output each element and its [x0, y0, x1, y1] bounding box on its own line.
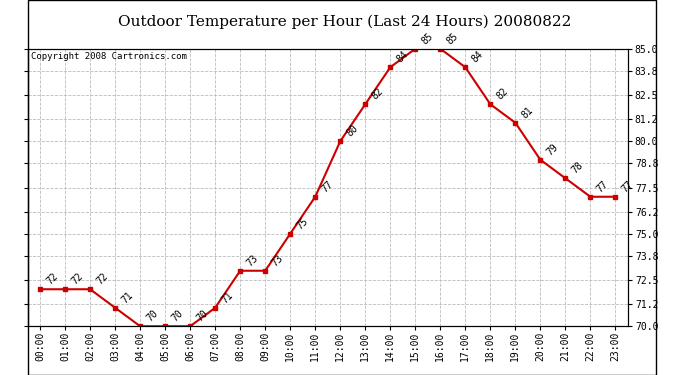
Text: 72: 72	[69, 271, 85, 286]
Text: 75: 75	[295, 216, 310, 231]
Text: 70: 70	[169, 308, 185, 324]
Text: 82: 82	[495, 86, 510, 102]
Text: 70: 70	[144, 308, 159, 324]
Text: 79: 79	[544, 142, 560, 157]
Text: 72: 72	[44, 271, 59, 286]
Text: 71: 71	[219, 290, 235, 305]
Text: 71: 71	[119, 290, 135, 305]
Text: 85: 85	[420, 31, 435, 46]
Text: 81: 81	[520, 105, 535, 120]
Text: 85: 85	[444, 31, 460, 46]
Text: 70: 70	[195, 308, 210, 324]
Text: 84: 84	[395, 49, 410, 64]
Text: 77: 77	[620, 178, 635, 194]
Text: 84: 84	[469, 49, 485, 64]
Text: 77: 77	[319, 178, 335, 194]
Text: 72: 72	[95, 271, 110, 286]
Text: 78: 78	[569, 160, 585, 176]
Text: 80: 80	[344, 123, 359, 138]
Text: 82: 82	[369, 86, 385, 102]
Text: 73: 73	[269, 253, 285, 268]
Text: Outdoor Temperature per Hour (Last 24 Hours) 20080822: Outdoor Temperature per Hour (Last 24 Ho…	[118, 15, 572, 29]
Text: Copyright 2008 Cartronics.com: Copyright 2008 Cartronics.com	[30, 51, 186, 60]
Text: 77: 77	[595, 178, 610, 194]
Text: 73: 73	[244, 253, 259, 268]
